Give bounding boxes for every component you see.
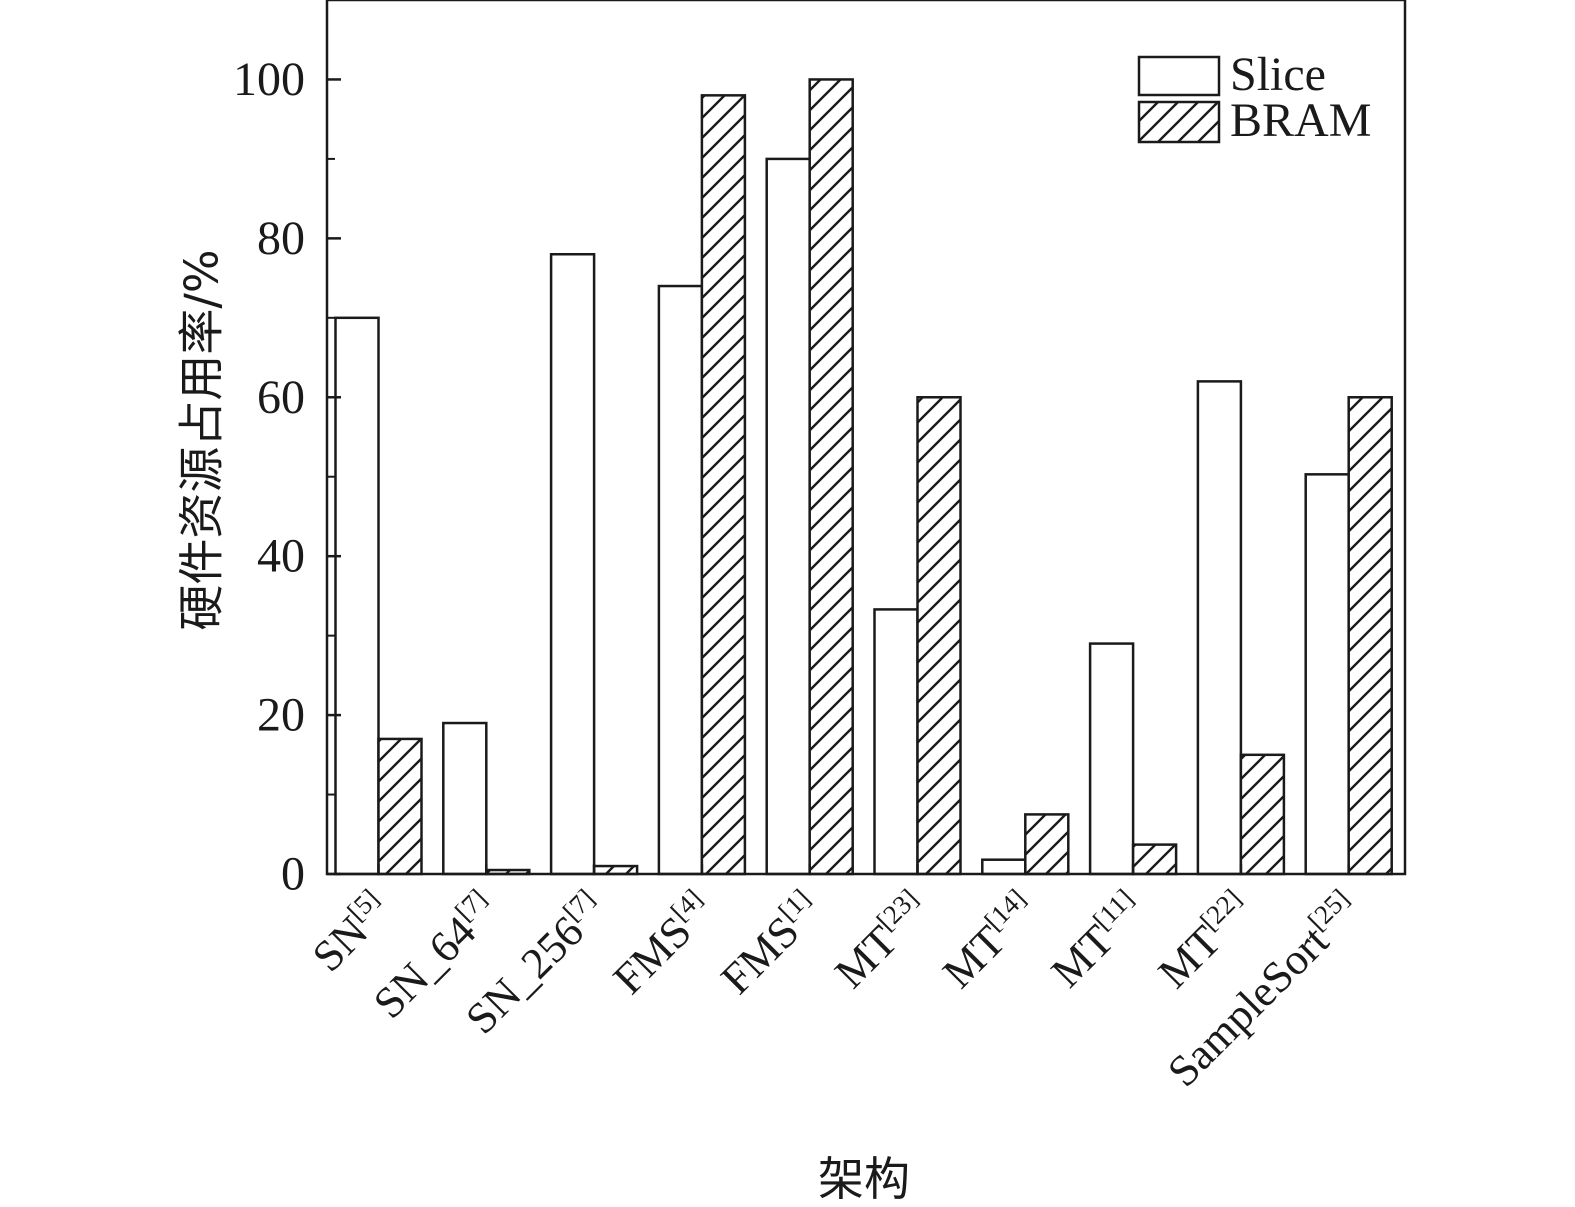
bar-slice-5: [873, 608, 919, 876]
x-tick-label-7: MT[11]: [1040, 883, 1154, 997]
bar-bram-6: [1024, 813, 1070, 876]
x-tick-label-4: FMS[1]: [710, 883, 831, 1004]
bar-slice-6: [981, 858, 1027, 876]
legend-label-slice: Slice: [1230, 48, 1326, 101]
x-tick-label-3: FMS[4]: [602, 883, 723, 1004]
bar-bram-4: [808, 78, 854, 876]
x-tick-label-5: MT[23]: [824, 883, 939, 998]
y-tick-label-4: 80: [257, 212, 305, 265]
bars-group: [334, 78, 1393, 876]
bar-bram-9: [1347, 396, 1393, 876]
y-axis: 0 20 40 60 80 100: [233, 53, 341, 901]
y-tick-label-1: 20: [257, 689, 305, 742]
bar-slice-3: [657, 284, 704, 876]
y-axis-label: 硬件资源占用率/%: [175, 249, 229, 630]
legend-label-bram: BRAM: [1230, 94, 1371, 147]
x-axis: SN[5]SN_64[7]SN_256[7]FMS[4]FMS[1]MT[23]…: [301, 864, 1355, 1096]
y-tick-label-3: 60: [257, 371, 305, 424]
x-tick-label-0: SN[5]: [301, 883, 399, 981]
bar-slice-4: [765, 157, 811, 876]
bar-slice-7: [1088, 642, 1135, 876]
x-axis-label: 架构: [818, 1152, 910, 1206]
bar-slice-2: [549, 253, 596, 876]
bar-bram-0: [377, 737, 423, 876]
bar-slice-1: [442, 721, 488, 876]
bar-slice-9: [1304, 473, 1350, 876]
bar-bram-7: [1131, 843, 1178, 876]
bar-bram-8: [1239, 753, 1286, 876]
bar-slice-8: [1196, 380, 1243, 876]
bar-bram-5: [916, 396, 962, 876]
legend: Slice BRAM: [1137, 48, 1371, 147]
y-tick-label-0: 0: [281, 848, 305, 901]
x-tick-label-6: MT[14]: [932, 883, 1047, 998]
bar-slice-0: [334, 316, 380, 876]
bar-bram-3: [700, 94, 747, 876]
legend-swatch-bram: [1137, 100, 1221, 144]
legend-swatch-slice: [1137, 55, 1221, 97]
plot-frame: [325, 0, 1407, 876]
y-tick-label-2: 40: [257, 530, 305, 583]
y-tick-label-5: 100: [233, 53, 305, 106]
